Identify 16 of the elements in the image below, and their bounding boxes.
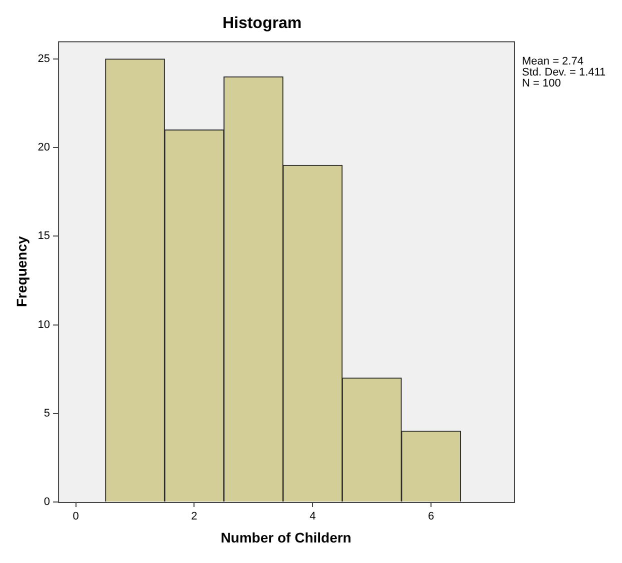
y-tick-label: 10 bbox=[38, 318, 50, 331]
text: Mean = 2.74 bbox=[522, 56, 584, 68]
x-tick-label: 4 bbox=[310, 510, 316, 523]
y-tick-label: 25 bbox=[38, 52, 50, 65]
y-tick-label: 15 bbox=[38, 230, 50, 242]
y-tick-label: 20 bbox=[38, 142, 50, 154]
text: Std. Dev. = 1.411 bbox=[522, 66, 606, 79]
chart-title: Histogram bbox=[222, 15, 302, 32]
x-tick-label: 6 bbox=[428, 510, 434, 523]
y-tick-label: 0 bbox=[44, 496, 50, 508]
x-tick-label: 0 bbox=[72, 510, 79, 523]
x-axis-title: Number of Childern bbox=[220, 529, 352, 546]
x-tick-label: 2 bbox=[191, 510, 198, 523]
y-axis-title: Frequency bbox=[13, 236, 30, 308]
text: N = 100 bbox=[522, 78, 561, 90]
y-tick-label: 5 bbox=[44, 407, 50, 420]
